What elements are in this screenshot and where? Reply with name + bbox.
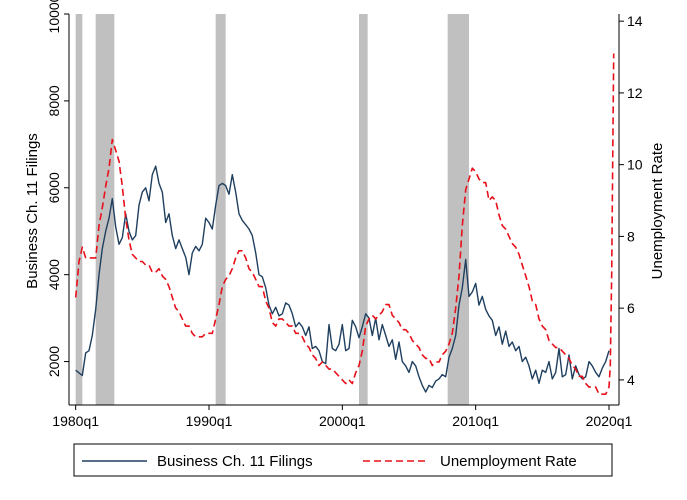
recession-bands: [75, 14, 469, 405]
y-right-tick-label: 14: [627, 13, 643, 29]
y-axis-left-title: Business Ch. 11 Filings: [24, 133, 41, 289]
y-right-tick-label: 12: [627, 85, 643, 101]
y-right-tick-label: 6: [627, 300, 635, 316]
y-left-tick-label: 6000: [46, 172, 62, 203]
legend-label: Unemployment Rate: [440, 453, 577, 470]
y-left-tick-label: 4000: [46, 259, 62, 290]
y-right-tick-label: 10: [627, 157, 643, 173]
y-left-tick-label: 10000: [46, 0, 62, 33]
recession-band-1: [75, 14, 83, 405]
legend: Business Ch. 11 Filings Unemployment Rate: [73, 443, 613, 477]
y-axis-right-title: Unemployment Rate: [649, 143, 666, 280]
ch11-filings-line: [75, 165, 610, 393]
recession-band-5: [447, 14, 469, 405]
recession-band-2: [95, 14, 115, 405]
x-tick-label: 2020q1: [586, 413, 633, 429]
y-left-tick-label: 2000: [46, 346, 62, 377]
legend-box: [73, 443, 613, 477]
y-right-tick-label: 4: [627, 372, 635, 388]
x-tick-label: 2000q1: [319, 413, 366, 429]
x-tick-label: 1980q1: [52, 413, 99, 429]
recession-band-3: [215, 14, 226, 405]
y-right-tick-label: 8: [627, 228, 635, 244]
series-lines: [74, 53, 615, 395]
recession-band-4: [359, 14, 368, 405]
legend-label: Business Ch. 11 Filings: [157, 453, 313, 470]
unemployment-rate-line: [74, 53, 615, 395]
axes: 2000 4000 6000 8000 10000 4 6 8 10 12 14 1980q1 1990…: [46, 0, 643, 429]
x-tick-label: 1990q1: [186, 413, 233, 429]
y-left-tick-label: 8000: [46, 85, 62, 116]
x-tick-label: 2010q1: [452, 413, 499, 429]
